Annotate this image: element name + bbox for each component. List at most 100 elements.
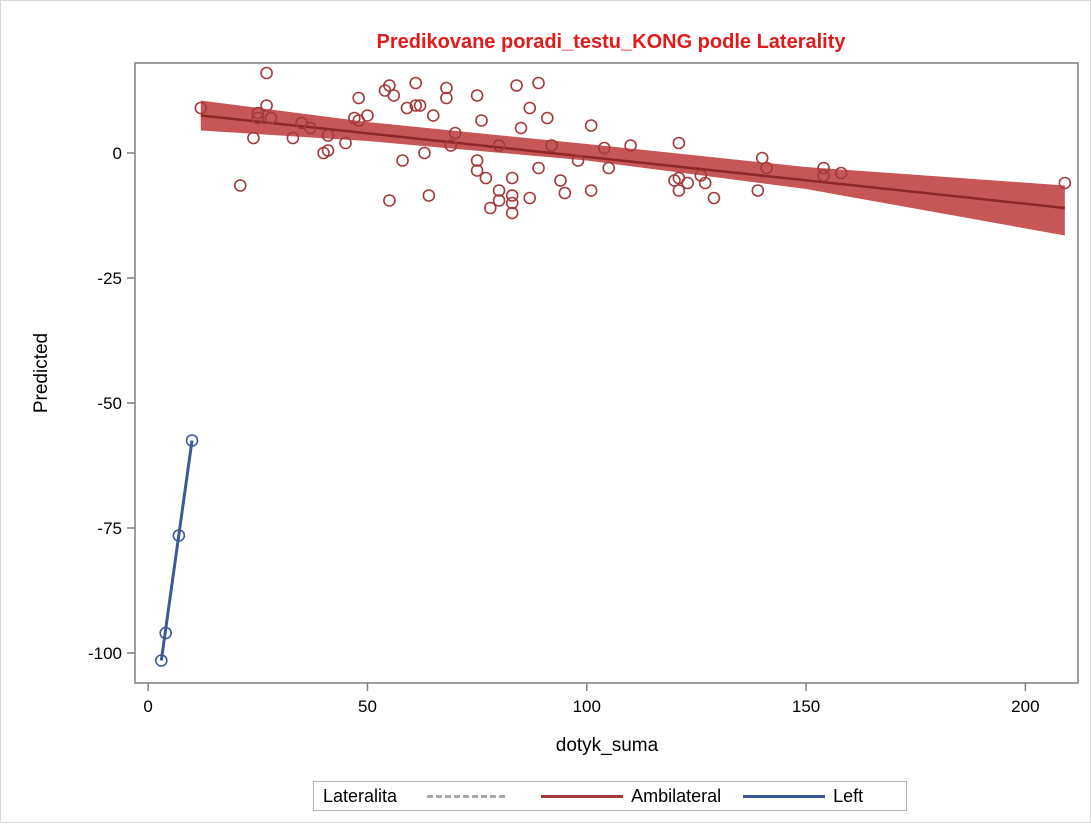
data-point-ambilateral-46 [505, 196, 519, 210]
data-point-ambilateral-44 [505, 171, 519, 185]
data-point-ambilateral-53 [532, 161, 545, 175]
data-point-ambilateral-37 [470, 164, 484, 177]
data-point-ambilateral-32 [440, 91, 453, 105]
chart-title: Predikovane poradi_testu_KONG podle Late… [376, 31, 846, 53]
data-point-ambilateral-71 [707, 191, 721, 205]
x-tick-label-50: 50 [358, 697, 377, 716]
data-point-ambilateral-50 [523, 101, 537, 115]
legend-swatch-left [743, 794, 826, 798]
data-point-ambilateral-13 [321, 129, 335, 142]
y-tick-label--25: -25 [97, 269, 122, 288]
confidence-band-layer [200, 100, 1065, 236]
x-tick-label-100: 100 [573, 697, 601, 716]
data-point-ambilateral-7 [264, 111, 278, 125]
data-point-ambilateral-4 [251, 106, 265, 120]
data-point-left-3 [185, 434, 199, 447]
data-point-ambilateral-60 [584, 184, 598, 197]
legend-label-ambilateral: Ambilateral [631, 785, 722, 806]
data-point-ambilateral-6 [260, 99, 273, 112]
legend: Lateralita Ambilateral Left [313, 781, 907, 811]
data-point-ambilateral-14 [339, 136, 352, 150]
data-point-ambilateral-42 [492, 184, 506, 197]
data-point-ambilateral-38 [475, 114, 488, 127]
data-point-ambilateral-76 [817, 169, 830, 182]
x-tick-label-200: 200 [1011, 697, 1039, 716]
data-point-ambilateral-30 [426, 109, 440, 122]
data-point-ambilateral-3 [251, 111, 265, 125]
data-point-ambilateral-31 [440, 81, 453, 95]
data-point-ambilateral-48 [510, 79, 523, 92]
data-point-ambilateral-26 [409, 76, 423, 90]
data-point-ambilateral-16 [352, 91, 365, 105]
legend-title: Lateralita [323, 785, 398, 806]
plot-frame [134, 62, 1079, 684]
fit-line-ambilateral [200, 114, 1065, 210]
data-point-ambilateral-18 [361, 109, 374, 122]
data-point-left-0 [155, 654, 168, 667]
data-point-ambilateral-33 [444, 139, 458, 152]
x-tick-label-0: 0 [143, 697, 152, 716]
data-point-ambilateral-41 [492, 139, 506, 152]
data-point-ambilateral-5 [260, 66, 273, 80]
data-point-ambilateral-10 [304, 121, 317, 135]
data-point-ambilateral-58 [571, 154, 585, 167]
data-point-ambilateral-12 [321, 144, 335, 157]
data-point-ambilateral-75 [817, 161, 830, 175]
data-point-ambilateral-62 [602, 161, 615, 175]
data-point-ambilateral-61 [598, 141, 611, 155]
data-point-ambilateral-55 [545, 139, 558, 152]
data-point-ambilateral-21 [383, 194, 396, 207]
y-tick-label--50: -50 [97, 394, 122, 413]
data-point-ambilateral-22 [387, 89, 401, 102]
point-layer [155, 66, 1072, 667]
y-tick-label--75: -75 [97, 519, 122, 538]
confidence-band-ambilateral [200, 100, 1065, 236]
data-point-ambilateral-23 [396, 154, 409, 167]
x-axis-label: dotyk_suma [556, 735, 659, 756]
data-point-ambilateral-78 [1058, 176, 1072, 190]
data-point-ambilateral-27 [413, 99, 427, 112]
data-point-ambilateral-65 [672, 136, 686, 150]
x-tick-label-150: 150 [792, 697, 820, 716]
data-point-ambilateral-1 [233, 179, 247, 192]
legend-swatch-ambilateral [541, 794, 624, 798]
data-point-ambilateral-43 [492, 194, 506, 207]
x-axis-ticks: 0 50 100 150 200 [143, 683, 1040, 716]
data-point-ambilateral-29 [422, 189, 436, 202]
data-point-ambilateral-28 [418, 146, 431, 160]
data-point-ambilateral-45 [505, 189, 519, 202]
data-point-ambilateral-57 [558, 186, 572, 200]
data-point-ambilateral-67 [672, 184, 686, 197]
data-point-ambilateral-34 [448, 126, 462, 140]
data-point-ambilateral-24 [400, 101, 414, 115]
data-point-ambilateral-39 [479, 171, 493, 185]
legend-entry-missing [427, 794, 533, 798]
legend-label-left: Left [833, 785, 864, 806]
data-point-ambilateral-49 [514, 121, 528, 135]
data-point-ambilateral-59 [584, 119, 598, 132]
data-point-left-1 [159, 626, 173, 640]
data-point-ambilateral-70 [698, 176, 712, 190]
data-point-ambilateral-52 [532, 76, 545, 90]
data-point-ambilateral-54 [540, 111, 554, 125]
data-point-ambilateral-63 [624, 139, 637, 152]
data-point-ambilateral-47 [505, 206, 519, 220]
legend-entry-ambilateral: Ambilateral [541, 786, 721, 807]
data-point-ambilateral-2 [247, 131, 260, 145]
data-point-ambilateral-0 [194, 101, 208, 115]
data-point-left-2 [172, 529, 186, 542]
legend-entry-left: Left [743, 786, 863, 807]
data-point-ambilateral-74 [760, 161, 773, 175]
data-point-ambilateral-56 [554, 174, 567, 187]
data-point-ambilateral-40 [483, 201, 497, 215]
data-point-ambilateral-35 [470, 89, 484, 102]
data-point-ambilateral-68 [681, 176, 694, 190]
data-point-ambilateral-36 [470, 154, 484, 167]
fit-line-layer [159, 114, 1065, 661]
data-point-ambilateral-8 [286, 131, 300, 145]
fit-line-left [159, 440, 194, 661]
data-point-ambilateral-51 [523, 191, 537, 205]
data-point-ambilateral-72 [751, 184, 765, 197]
